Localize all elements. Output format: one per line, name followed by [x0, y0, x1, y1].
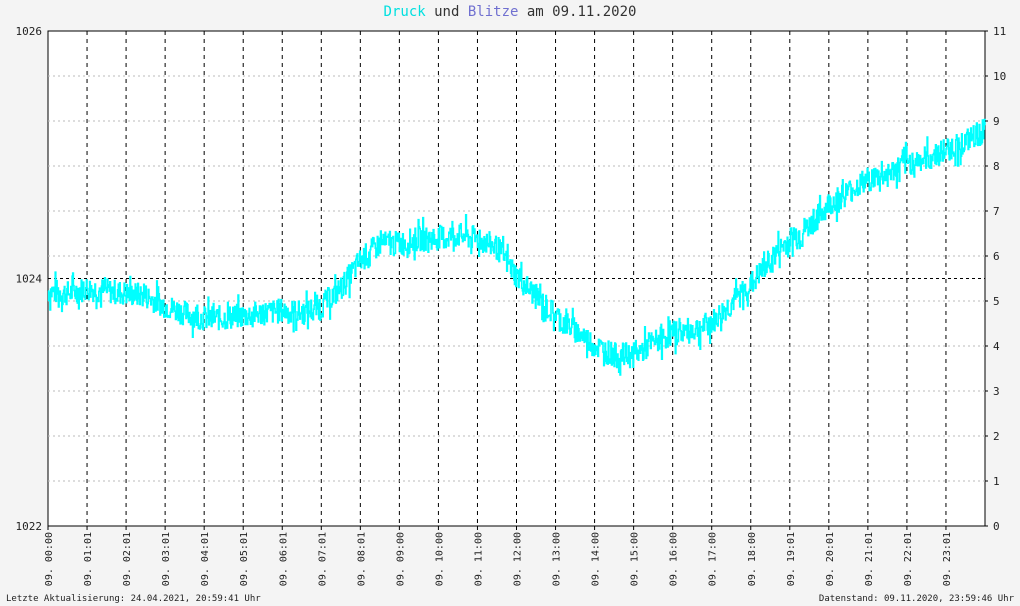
x-tick-label: 09. 20:01	[825, 532, 836, 586]
right-tick-label: 4	[993, 340, 1000, 353]
x-tick-label: 09. 02:01	[122, 532, 133, 586]
x-tick-label: 09. 21:01	[864, 532, 875, 586]
left-axis: 1022 1024 1026	[16, 25, 43, 533]
x-tick-label: 09. 08:01	[356, 532, 367, 586]
x-tick-label: 09. 09:00	[395, 532, 406, 586]
right-tick-label: 1	[993, 475, 1000, 488]
x-tick-label: 09. 00:00	[44, 532, 55, 586]
right-tick-label: 0	[993, 520, 1000, 533]
right-tick-label: 9	[993, 115, 1000, 128]
x-tick-label: 09. 03:01	[161, 532, 172, 586]
right-tick-label: 2	[993, 430, 1000, 443]
x-tick-label: 09. 01:01	[83, 532, 94, 586]
last-update-text: Letzte Aktualisierung: 24.04.2021, 20:59…	[6, 594, 261, 604]
x-tick-label: 09. 07:01	[317, 532, 328, 586]
x-tick-label: 09. 14:00	[591, 532, 602, 586]
x-tick-label: 09. 18:00	[747, 532, 758, 586]
x-tick-label: 09. 17:00	[708, 532, 719, 586]
x-tick-label: 09. 19:01	[786, 532, 797, 586]
title-blitze: Blitze	[467, 4, 519, 20]
x-tick-label: 09. 06:01	[278, 532, 289, 586]
right-tick-label: 8	[993, 160, 1000, 173]
x-tick-label: 09. 05:01	[239, 532, 250, 586]
x-tick-label: 09. 23:01	[942, 532, 953, 586]
series-layer	[47, 118, 986, 376]
right-tick-label: 11	[993, 25, 1006, 38]
title-druck: Druck	[383, 4, 426, 20]
x-tick-label: 09. 16:00	[669, 532, 680, 586]
right-tick-label: 5	[993, 295, 1000, 308]
right-tick-label: 6	[993, 250, 1000, 263]
left-tick-label: 1024	[16, 273, 43, 286]
right-tick-label: 7	[993, 205, 1000, 218]
vertical-grid	[86, 31, 947, 526]
left-tick-label: 1026	[16, 25, 43, 38]
x-tick-label: 09. 04:01	[200, 532, 211, 586]
left-tick-label: 1022	[16, 520, 43, 533]
chart-title: Druck und Blitze am 09.11.2020	[0, 4, 1020, 20]
x-tick-label: 09. 13:00	[552, 532, 563, 586]
x-tick-label: 09. 11:00	[473, 532, 484, 586]
x-tick-label: 09. 10:00	[434, 532, 445, 586]
right-tick-label: 10	[993, 70, 1006, 83]
x-tick-label: 09. 12:00	[513, 532, 524, 586]
x-tick-label: 09. 22:01	[903, 532, 914, 586]
x-axis: 09. 00:00 09. 01:01 09. 02:01 09. 03:01 09. …	[44, 526, 953, 586]
right-tick-label: 3	[993, 385, 1000, 398]
title-und: und	[425, 4, 468, 20]
x-tick-label: 09. 15:00	[630, 532, 641, 586]
data-state-text: Datenstand: 09.11.2020, 23:59:46 Uhr	[818, 594, 1014, 604]
right-axis: 0 1 2 3 4 5 6 7 8 9 10 11	[985, 25, 1006, 533]
title-date: am 09.11.2020	[518, 4, 637, 20]
series-druck-line	[47, 118, 986, 376]
